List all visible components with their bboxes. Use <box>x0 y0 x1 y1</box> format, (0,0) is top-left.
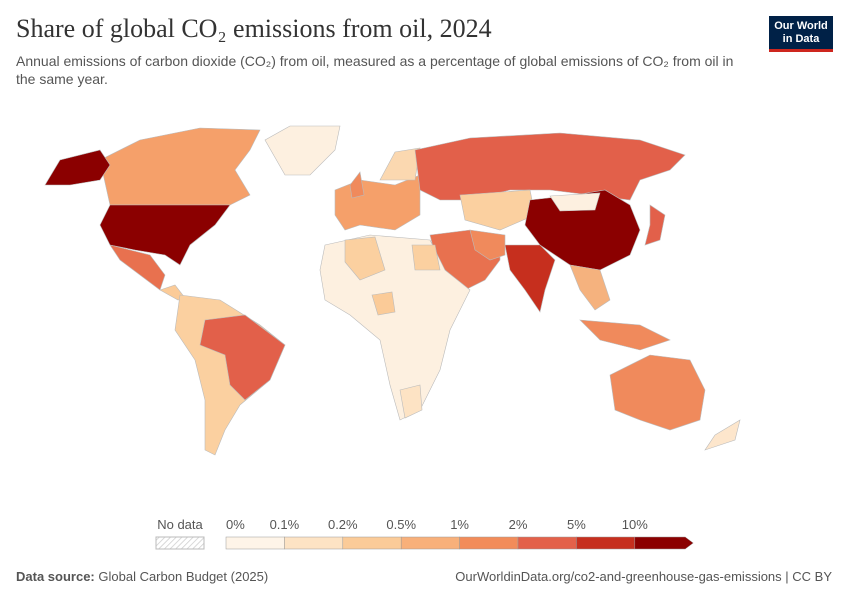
legend-swatch <box>576 536 636 550</box>
legend-swatch <box>400 536 460 550</box>
country[interactable] <box>344 236 386 281</box>
no-data-swatch <box>155 536 205 550</box>
legend-label: 2% <box>509 517 528 532</box>
country[interactable] <box>569 264 611 311</box>
legend-label: 1% <box>450 517 469 532</box>
country[interactable] <box>469 229 506 261</box>
source-label: Data source: <box>16 569 95 584</box>
country[interactable] <box>504 244 556 313</box>
legend-label: 0.5% <box>386 517 416 532</box>
country[interactable] <box>99 204 231 266</box>
country[interactable] <box>411 244 441 271</box>
logo-line: in Data <box>782 33 820 45</box>
legend-swatch <box>459 536 519 550</box>
legend-swatch <box>517 536 577 550</box>
logo[interactable]: Our World in Data <box>769 16 833 52</box>
country[interactable] <box>644 204 666 246</box>
country[interactable] <box>609 354 706 431</box>
country[interactable] <box>579 319 671 351</box>
country[interactable] <box>524 189 641 271</box>
legend-label: 0.1% <box>270 517 300 532</box>
country[interactable] <box>199 314 286 401</box>
country[interactable] <box>704 419 741 451</box>
country[interactable] <box>264 125 341 176</box>
country[interactable] <box>44 149 111 186</box>
country[interactable] <box>99 127 261 206</box>
legend-swatch <box>634 536 694 550</box>
countries <box>44 125 741 456</box>
legend: No data 0% 0.1% 0.2% 0.5% 1% 2% 5% 10% <box>155 517 694 550</box>
logo-line: Our World <box>774 20 828 32</box>
legend-swatch <box>225 536 285 550</box>
country[interactable] <box>349 171 365 199</box>
country[interactable] <box>549 192 601 212</box>
legend-label: 0% <box>226 517 245 532</box>
country[interactable] <box>399 384 423 419</box>
legend-swatch <box>342 536 402 550</box>
country[interactable] <box>379 147 421 181</box>
legend-swatch <box>284 536 344 550</box>
country[interactable] <box>459 189 536 231</box>
source: Data source: Global Carbon Budget (2025) <box>16 569 268 584</box>
source-text: Global Carbon Budget (2025) <box>98 569 269 584</box>
legend-label: 5% <box>567 517 586 532</box>
link[interactable]: OurWorldinData.org/co2-and-greenhouse-ga… <box>455 569 832 584</box>
subtitle: Annual emissions of carbon dioxide (CO₂)… <box>16 53 734 87</box>
no-data-label: No data <box>157 517 203 532</box>
country[interactable] <box>371 291 396 316</box>
country[interactable] <box>334 174 421 231</box>
legend-label: 0.2% <box>328 517 358 532</box>
country[interactable] <box>414 132 686 201</box>
title: Share of global CO₂ emissions from oil, … <box>16 14 492 43</box>
legend-label: 10% <box>622 517 648 532</box>
